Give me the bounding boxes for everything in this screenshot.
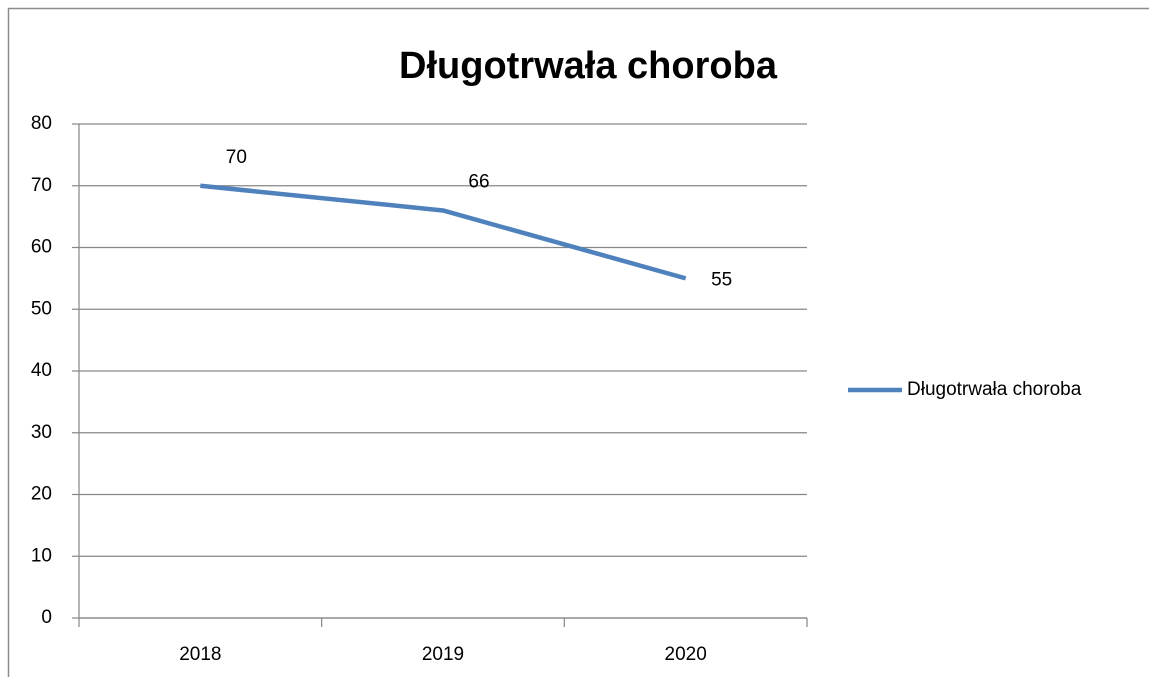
y-tick-label: 70	[31, 175, 52, 196]
y-tick-label: 60	[31, 237, 52, 258]
y-tick-label: 80	[31, 113, 52, 134]
data-line	[200, 183, 687, 281]
y-tick-label: 20	[31, 484, 52, 505]
chart-title: Długotrwała choroba	[399, 45, 778, 87]
y-tick-label: 30	[31, 422, 52, 443]
y-tick-label: 40	[31, 360, 52, 381]
y-tick-label: 10	[31, 545, 52, 566]
y-tick-label: 0	[41, 607, 52, 628]
x-tick-label: 2020	[665, 644, 707, 665]
data-label: 55	[711, 269, 732, 290]
data-label: 70	[226, 147, 247, 168]
legend-label: Długotrwała choroba	[907, 379, 1082, 400]
x-tick-label: 2018	[179, 644, 221, 665]
y-tick-label: 50	[31, 298, 52, 319]
x-tick-label: 2019	[422, 644, 464, 665]
data-label: 66	[468, 171, 489, 192]
chart-frame	[7, 7, 1149, 677]
